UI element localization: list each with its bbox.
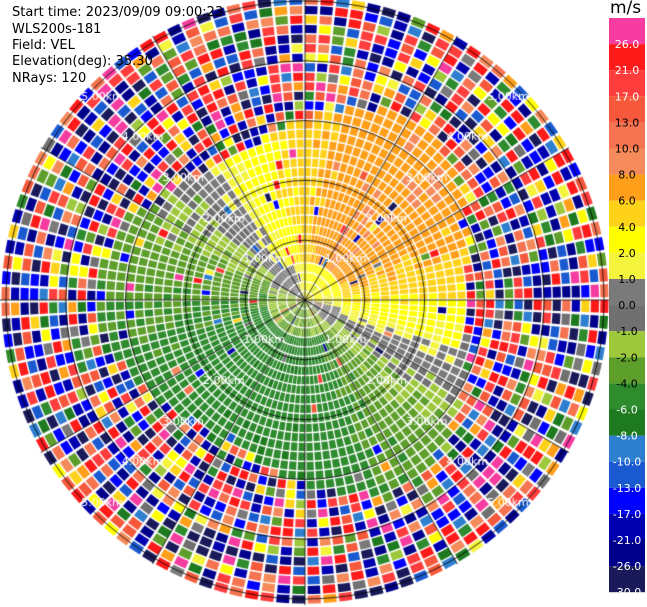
colorbar-swatch	[609, 566, 645, 593]
colorbar-swatch	[609, 487, 645, 514]
colorbar-swatch	[609, 409, 645, 436]
colorbar-swatch	[609, 18, 645, 45]
colorbar-tick-label: -6.0	[616, 404, 637, 417]
colorbar-swatch	[609, 122, 645, 149]
colorbar-tick-label: -2.0	[616, 351, 637, 364]
colorbar-swatch	[609, 540, 645, 567]
colorbar-unit: m/s	[610, 0, 642, 18]
colorbar-tick-label: 1.0	[618, 273, 636, 286]
start-time-label: Start time: 2023/09/09 09:00:23	[12, 5, 224, 20]
colorbar-tick-label: -4.0	[616, 377, 637, 390]
colorbar-swatch	[609, 148, 645, 175]
colorbar-swatch	[609, 252, 645, 279]
colorbar-tick-label: -26.0	[613, 560, 641, 573]
colorbar-tick-label: 26.0	[615, 38, 640, 51]
colorbar-swatch	[609, 305, 645, 332]
colorbar-tick-label: -8.0	[616, 430, 637, 443]
colorbar-tick-label: -13.0	[613, 482, 641, 495]
colorbar-tick-label: -10.0	[613, 456, 641, 469]
colorbar-swatch	[609, 200, 645, 227]
colorbar-tick-label: 2.0	[618, 247, 636, 260]
colorbar-swatch	[609, 70, 645, 97]
colorbar-tick-label: 21.0	[615, 64, 640, 77]
colorbar-swatch	[609, 174, 645, 201]
colorbar-swatch	[609, 383, 645, 410]
colorbar-tick-label: -30.0	[613, 586, 641, 599]
colorbar-tick-label: 8.0	[618, 169, 636, 182]
colorbar-swatch	[609, 513, 645, 540]
colorbar-tick-label: -21.0	[613, 534, 641, 547]
colorbar-swatch	[609, 331, 645, 358]
instrument-label: WLS200s-181	[12, 22, 102, 37]
colorbar-tick-label: 0.0	[618, 299, 636, 312]
colorbar-swatch	[609, 226, 645, 253]
colorbar-swatch	[609, 357, 645, 384]
colorbar-swatch	[609, 96, 645, 123]
field-label: Field: VEL	[12, 38, 75, 53]
colorbar-tick-label: 6.0	[618, 195, 636, 208]
colorbar-swatch	[609, 461, 645, 488]
colorbar-tick-label: -1.0	[616, 325, 637, 338]
colorbar-tick-label: 10.0	[615, 143, 640, 156]
colorbar-swatch	[609, 279, 645, 306]
colorbar-tick-label: 17.0	[615, 90, 640, 103]
colorbar-tick-label: 13.0	[615, 116, 640, 129]
nrays-label: NRays: 120	[12, 71, 87, 86]
colorbar-swatch	[609, 435, 645, 462]
colorbar-swatch	[609, 44, 645, 71]
colorbar-tick-label: 4.0	[618, 221, 636, 234]
colorbar-tick-label: -17.0	[613, 508, 641, 521]
elevation-label: Elevation(deg): 35.30	[12, 54, 153, 69]
